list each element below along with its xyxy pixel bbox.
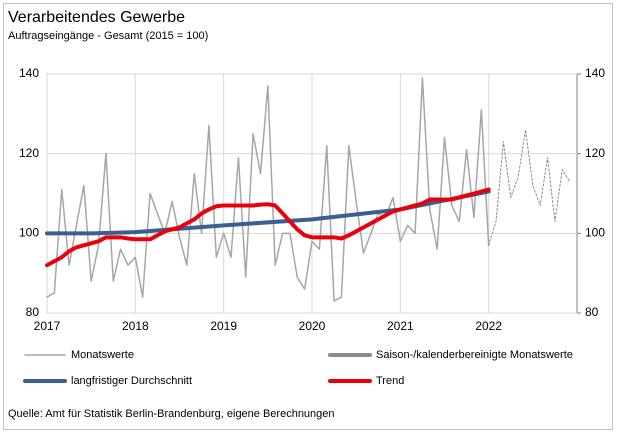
x-tick-label: 2022 (475, 319, 502, 333)
source: Quelle: Amt für Statistik Berlin-Branden… (8, 408, 335, 420)
x-tick-label: 2017 (34, 319, 61, 333)
x-tick-label: 2019 (210, 319, 237, 333)
y-tick-label: 80 (26, 305, 40, 319)
x-tick-label: 2018 (122, 319, 149, 333)
legend-label: Trend (376, 375, 404, 387)
y2-tick-label: 100 (585, 226, 605, 240)
legend-label: Saison-/kalenderbereinigte Monatswerte (376, 349, 573, 361)
legend-label: langfristiger Durchschnitt (71, 375, 192, 387)
y-tick-label: 120 (19, 146, 39, 160)
legend-label: Monatswerte (71, 349, 134, 361)
y2-tick-label: 120 (585, 146, 605, 160)
chart-subtitle: Auftragseingänge - Gesamt (2015 = 100) (8, 30, 208, 42)
y-tick-label: 100 (19, 226, 39, 240)
series-line (45, 187, 491, 268)
y2-tick-label: 140 (585, 66, 605, 80)
frame (3, 3, 613, 430)
x-tick-label: 2021 (387, 319, 414, 333)
chart-title: Verarbeitendes Gewerbe (8, 9, 185, 26)
y2-tick-label: 80 (585, 305, 599, 319)
y-tick-label: 140 (19, 66, 39, 80)
series-line (488, 129, 571, 246)
x-tick-label: 2020 (299, 319, 326, 333)
series-line (46, 77, 490, 302)
